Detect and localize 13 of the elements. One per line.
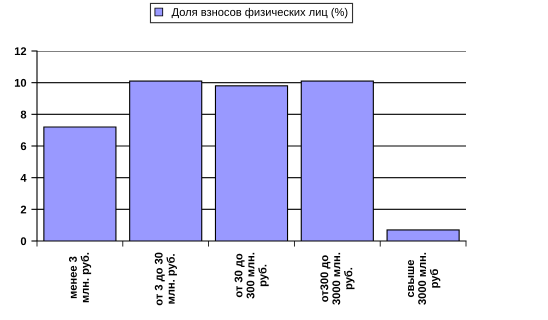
x-tick-label: свыше 3000 млн. руб xyxy=(408,252,440,305)
y-tick-label: 12 xyxy=(14,47,26,56)
y-tick-label: 4 xyxy=(20,174,27,182)
y-tick-label: 6 xyxy=(20,142,26,150)
x-tick-label: от300 до 3000 млн. руб. xyxy=(320,252,355,305)
y-tick-label: 0 xyxy=(20,237,26,246)
x-tick-label: от 30 до 300 млн. руб. xyxy=(234,252,269,299)
y-tick-label: 10 xyxy=(14,78,26,87)
y-tick-label: 2 xyxy=(20,206,26,214)
x-tick-label: менее 3 млн. руб. xyxy=(68,252,92,302)
legend-label: Доля взносов физических лиц (%) xyxy=(172,8,348,18)
y-tick-label: 8 xyxy=(20,110,26,118)
x-tick-label: от 3 до 30 млн. руб. xyxy=(154,252,177,306)
